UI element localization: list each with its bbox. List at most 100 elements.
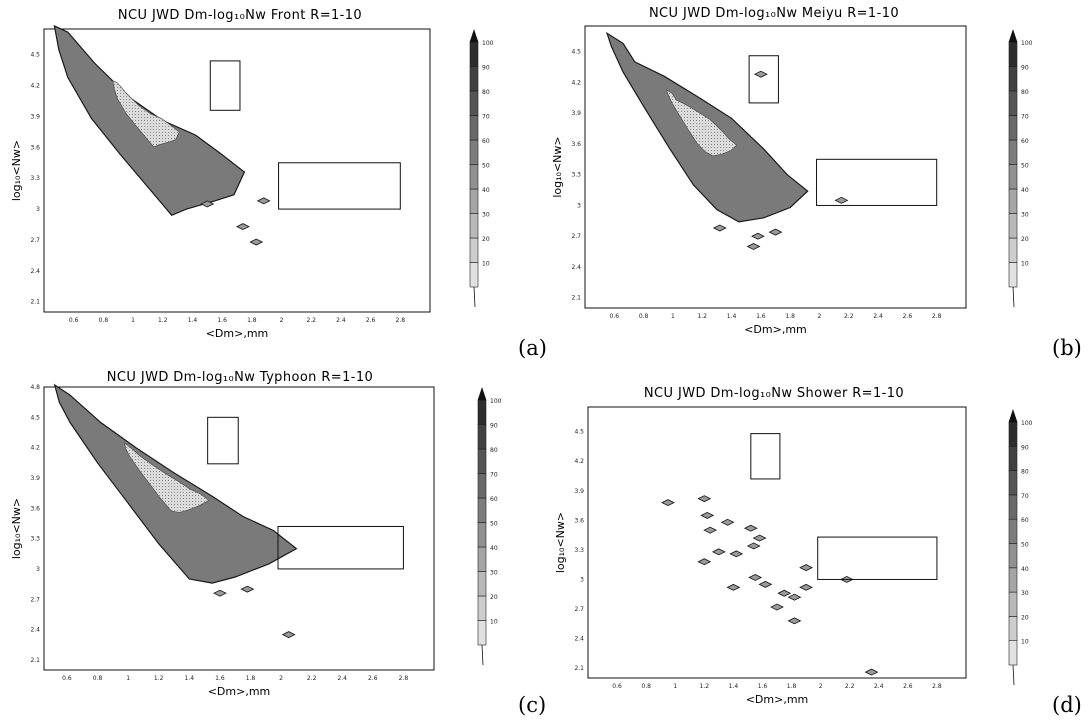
y-axis-label: log₁₀<Nw> (554, 512, 567, 573)
density-cell (787, 593, 802, 601)
y-tick-label: 3.3 (30, 536, 40, 543)
colorbar-segment (1008, 543, 1018, 569)
colorbar-level-label: 100 (1021, 420, 1033, 427)
y-tick-label: 3.9 (571, 110, 581, 117)
density-cell (697, 495, 712, 503)
x-tick-label: 2.6 (903, 313, 913, 320)
y-tick-label: 3.6 (574, 517, 584, 524)
chart-title: NCU JWD Dm-log₁₀Nw Typhoon R=1-10 (107, 370, 373, 385)
x-axis-label: <Dm>,mm (208, 685, 271, 698)
panel-1: NCU JWD Dm-log₁₀Nw Front R=1-10 0.6 0.8 1 1.… (10, 8, 494, 340)
x-tick-label: 0.8 (99, 317, 109, 324)
y-axis-label: log₁₀<Nw> (10, 498, 23, 559)
x-tick-label: 1 (671, 313, 675, 320)
y-tick-label: 4.8 (30, 384, 40, 391)
y-tick-label: 2.7 (574, 606, 584, 613)
y-tick-label: 4.5 (30, 414, 40, 421)
y-tick-label: 3.6 (30, 505, 40, 512)
y-tick-label: 3.6 (571, 141, 581, 148)
density-cell (864, 668, 879, 676)
colorbar-level-label: 30 (1021, 212, 1029, 219)
x-tick-label: 1.6 (217, 317, 227, 324)
colorbar-segment (1008, 90, 1018, 116)
colorbar-level-label: 70 (1021, 114, 1029, 121)
y-tick-label: 2.4 (571, 264, 581, 271)
colorbar-level-label: 60 (490, 496, 498, 503)
colorbar-level-label: 20 (1021, 614, 1029, 621)
y-tick-label: 3.3 (571, 172, 581, 179)
y-tick-label: 4.2 (571, 79, 581, 86)
colorbar-segment (1008, 640, 1018, 666)
x-tick-label: 1.4 (185, 675, 195, 682)
colorbar-segment (1008, 262, 1018, 288)
density-cell (770, 603, 784, 611)
y-tick-label: 2.4 (30, 627, 40, 634)
colorbar-segment (477, 546, 487, 572)
colorbar-bottom-tail (481, 644, 484, 666)
x-tick-label: 2.6 (903, 683, 913, 690)
colorbar-level-label: 100 (1021, 40, 1033, 47)
colorbar-level-label: 70 (1021, 493, 1029, 500)
y-tick-label: 4.2 (574, 458, 584, 465)
colorbar-top-arrow (469, 29, 479, 43)
density-cell (753, 70, 768, 78)
colorbar-level-label: 90 (1021, 444, 1029, 451)
y-tick-label: 3 (36, 566, 40, 573)
x-tick-label: 1.2 (700, 683, 710, 690)
colorbar-segment (1008, 213, 1018, 239)
colorbar-level-label: 90 (482, 65, 490, 72)
colorbar-segment (477, 497, 487, 523)
density-cell (700, 511, 715, 519)
colorbar-level-label: 40 (482, 187, 490, 194)
y-tick-label: 3.3 (574, 547, 584, 554)
x-tick-label: 1 (131, 317, 135, 324)
panel-4: NCU JWD Dm-log₁₀Nw Shower R=1-10 0.6 0.8 1 1… (554, 386, 1033, 706)
colorbar-level-label: 80 (482, 89, 490, 96)
panel-3: NCU JWD Dm-log₁₀Nw Typhoon R=1-10 0.6 0.8 1… (10, 370, 502, 698)
density-cell (743, 524, 758, 532)
colorbar-level-label: 20 (1021, 236, 1029, 243)
x-tick-label: 2.4 (336, 317, 346, 324)
y-tick-label: 2.7 (571, 233, 581, 240)
reference-box-1 (748, 55, 779, 104)
y-tick-label: 2.1 (574, 665, 584, 672)
x-tick-label: 2 (280, 317, 284, 324)
x-tick-label: 1 (673, 683, 677, 690)
density-cell (751, 232, 765, 240)
x-tick-label: 0.6 (610, 313, 620, 320)
colorbar-segment (477, 522, 487, 548)
y-tick-label: 2.1 (30, 299, 40, 306)
density-cell (834, 196, 849, 204)
density-cell (748, 574, 763, 581)
x-tick-label: 1.2 (154, 675, 164, 682)
plot-frame (43, 28, 431, 313)
x-tick-label: 2.2 (845, 683, 855, 690)
density-cell (212, 589, 227, 597)
colorbar-level-label: 100 (490, 398, 502, 405)
colorbar-segment (1008, 421, 1018, 447)
y-tick-label: 3 (577, 202, 581, 209)
colorbar-segment (1008, 445, 1018, 471)
colorbar-bottom-tail (473, 286, 476, 308)
density-cell (200, 200, 215, 208)
x-tick-label: 1.8 (246, 675, 256, 682)
colorbar-level-label: 40 (1021, 187, 1029, 194)
colorbar-segment (1008, 139, 1018, 165)
y-axis-label: log₁₀<Nw> (551, 136, 564, 197)
y-tick-label: 2.7 (30, 237, 40, 244)
x-tick-label: 1.8 (787, 683, 797, 690)
colorbar-segment (469, 237, 479, 263)
density-cell (777, 589, 792, 597)
colorbar-level-label: 30 (482, 212, 490, 219)
x-tick-label: 0.6 (62, 675, 72, 682)
colorbar-segment (1008, 188, 1018, 214)
colorbar-level-label: 50 (482, 163, 490, 170)
x-tick-label: 1.6 (756, 313, 766, 320)
colorbar-level-label: 70 (482, 114, 490, 121)
chart-title: NCU JWD Dm-log₁₀Nw Front R=1-10 (118, 8, 362, 23)
x-axis-label: <Dm>,mm (206, 327, 269, 340)
x-tick-label: 0.8 (93, 675, 103, 682)
colorbar-segment (469, 213, 479, 239)
reference-box-2 (278, 162, 401, 210)
colorbar-segment (477, 473, 487, 499)
